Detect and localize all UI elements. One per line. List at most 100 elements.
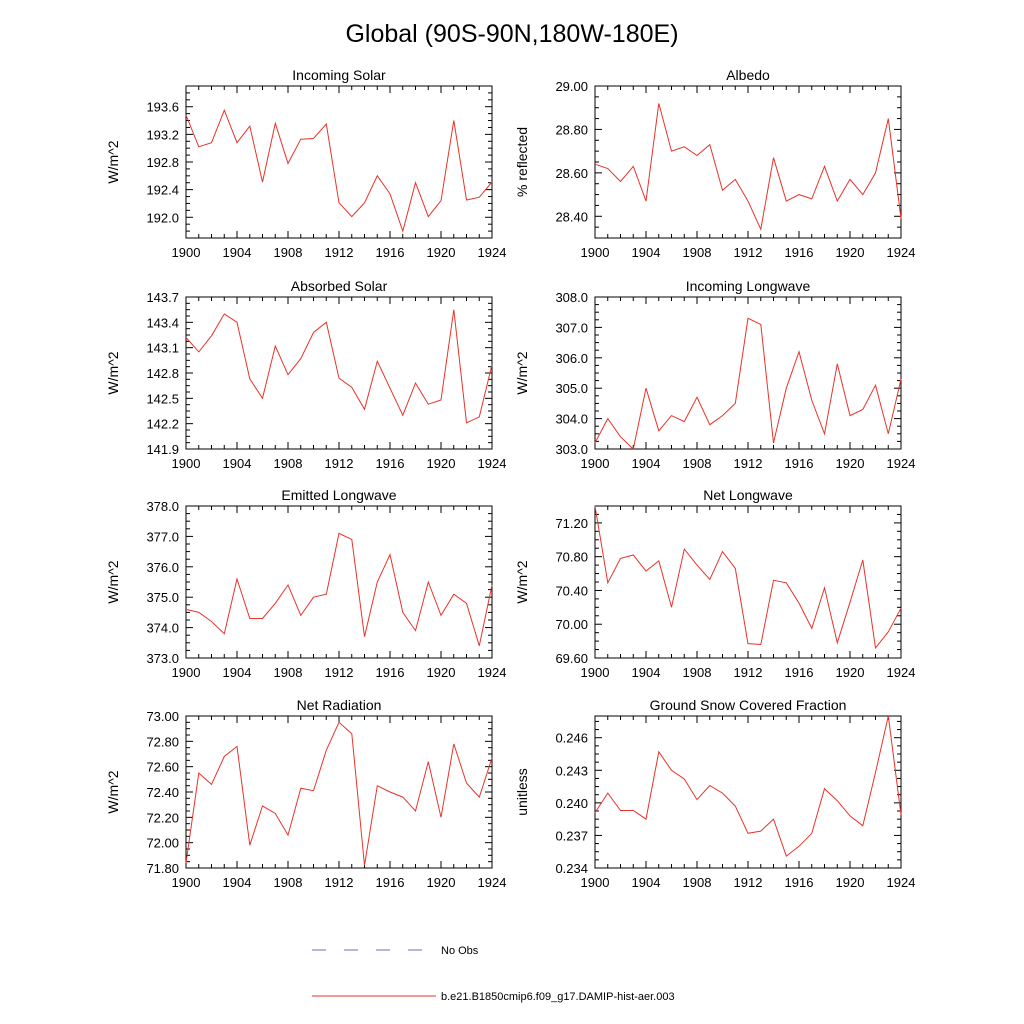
y-tick-label: 0.243 [555,763,588,778]
y-tick-label: 28.60 [555,166,588,181]
plot-frame [185,85,493,239]
x-tick-label: 1908 [683,245,712,260]
y-tick-label: 378.0 [146,499,179,514]
panels-group: Incoming Solar W/m^2 1900 1904 1908 1912 1916 1… [105,67,915,890]
x-tick-label: 1904 [223,875,252,890]
y-tick-label: 0.234 [555,861,588,876]
x-tick-label: 1920 [836,875,865,890]
y-tick-label: 72.60 [146,760,179,775]
y-axis-label: W/m^2 [105,560,121,603]
figure-title: Global (90S-90N,180W-180E) [345,20,678,48]
y-axis-label: % reflected [514,127,530,197]
y-tick-label: 69.60 [555,651,588,666]
panel-0: Incoming Solar W/m^2 1900 1904 1908 1912 1916 1… [105,67,506,260]
x-tick-label: 1924 [478,875,507,890]
x-tick-label: 1920 [836,245,865,260]
x-tick-label: 1912 [325,875,354,890]
y-tick-label: 142.5 [146,391,179,406]
y-tick-label: 142.8 [146,366,179,381]
x-tick-label: 1900 [172,456,201,471]
x-tick-label: 1904 [632,245,661,260]
y-tick-label: 376.0 [146,560,179,575]
y-tick-label: 304.0 [555,412,588,427]
plot-frame [594,715,902,869]
x-tick-label: 1920 [836,456,865,471]
x-tick-label: 1912 [734,665,763,680]
panel-2: Absorbed Solar W/m^2 1900 1904 1908 1912 1916 1… [105,278,506,471]
y-tick-label: 143.4 [146,315,179,330]
y-axis-label: W/m^2 [514,560,530,603]
x-tick-label: 1924 [478,456,507,471]
x-tick-label: 1900 [581,456,610,471]
x-tick-label: 1912 [734,245,763,260]
y-tick-label: 303.0 [555,442,588,457]
x-tick-label: 1900 [172,875,201,890]
y-tick-label: 307.0 [555,320,588,335]
x-tick-label: 1924 [887,456,916,471]
y-tick-label: 375.0 [146,590,179,605]
x-tick-label: 1916 [376,456,405,471]
y-tick-label: 71.20 [555,516,588,531]
y-tick-label: 72.80 [146,734,179,749]
plot-frame [594,85,902,239]
x-tick-label: 1920 [427,665,456,680]
y-tick-label: 73.00 [146,709,179,724]
y-tick-label: 72.00 [146,836,179,851]
y-tick-label: 192.8 [146,155,179,170]
y-tick-label: 141.9 [146,442,179,457]
x-tick-label: 1900 [581,665,610,680]
y-tick-label: 72.40 [146,785,179,800]
x-tick-label: 1900 [172,245,201,260]
panel-5: Net Longwave W/m^2 1900 1904 1908 1912 1916 192… [514,487,915,680]
panel-1: Albedo % reflected 1900 1904 1908 1912 1916 192… [514,67,915,260]
y-tick-label: 142.2 [146,417,179,432]
x-tick-label: 1912 [325,245,354,260]
legend-obs-label: No Obs [441,945,479,957]
panel-title: Net Longwave [703,487,793,503]
y-tick-label: 72.20 [146,810,179,825]
x-tick-label: 1908 [274,875,303,890]
x-tick-label: 1916 [376,665,405,680]
x-tick-label: 1924 [887,665,916,680]
y-axis-label: W/m^2 [105,140,121,183]
x-tick-label: 1916 [785,245,814,260]
x-tick-label: 1904 [632,665,661,680]
plot-frame [185,715,493,869]
series-line [594,103,902,231]
panel-4: Emitted Longwave W/m^2 1900 1904 1908 1912 191… [105,487,506,680]
y-tick-label: 143.1 [146,341,179,356]
y-tick-label: 28.40 [555,209,588,224]
x-tick-label: 1904 [223,456,252,471]
y-tick-label: 377.0 [146,529,179,544]
y-tick-label: 70.80 [555,550,588,565]
plot-frame [185,296,493,450]
series-line [594,715,902,857]
x-tick-label: 1908 [683,456,712,471]
x-tick-label: 1916 [785,875,814,890]
y-tick-label: 192.4 [146,183,179,198]
series-line [185,108,493,233]
legend: No Obs b.e21.B1850cmip6.f09_g17.DAMIP-hi… [312,945,675,1003]
series-line [185,721,493,866]
panel-6: Net Radiation W/m^2 1900 1904 1908 1912 1916 19… [105,697,506,890]
y-tick-label: 193.2 [146,127,179,142]
panel-7: Ground Snow Covered Fraction unitless 1900… [514,697,915,890]
panel-title: Emitted Longwave [281,487,396,503]
panel-title: Incoming Solar [292,67,386,83]
x-tick-label: 1920 [427,456,456,471]
y-tick-label: 70.40 [555,583,588,598]
y-tick-label: 28.80 [555,122,588,137]
x-tick-label: 1916 [376,245,405,260]
y-tick-label: 192.0 [146,210,179,225]
y-tick-label: 306.0 [555,351,588,366]
plot-frame [185,505,493,659]
x-tick-label: 1908 [683,875,712,890]
x-tick-label: 1920 [427,245,456,260]
x-tick-label: 1912 [734,875,763,890]
x-tick-label: 1908 [274,456,303,471]
x-tick-label: 1900 [172,665,201,680]
y-axis-label: W/m^2 [105,351,121,394]
y-tick-label: 373.0 [146,651,179,666]
y-tick-label: 0.237 [555,828,588,843]
